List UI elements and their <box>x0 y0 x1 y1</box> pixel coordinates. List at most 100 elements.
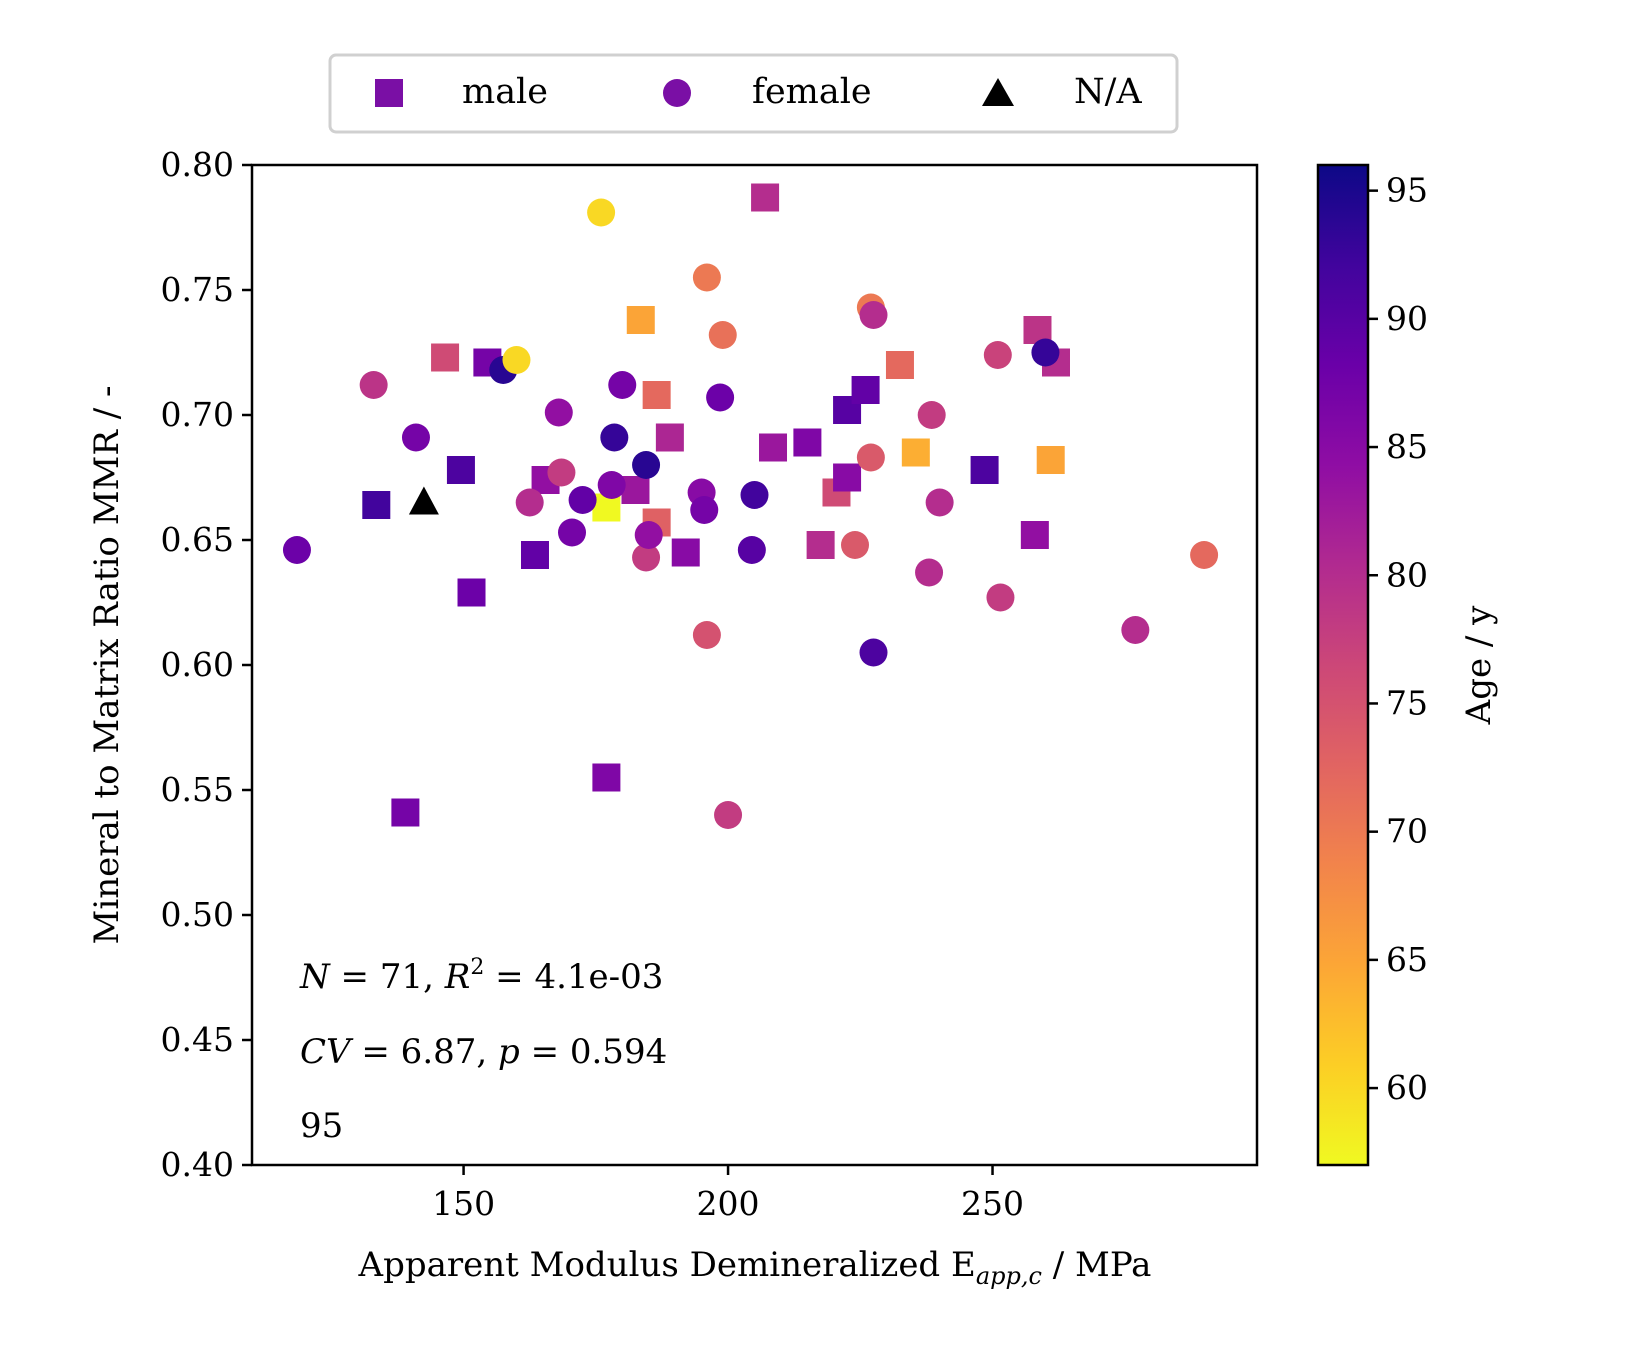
data-point-male <box>457 578 486 607</box>
data-point-female <box>708 321 737 349</box>
data-point-female <box>841 531 869 559</box>
data-point-male <box>446 456 475 484</box>
x-tick-label: 150 <box>432 1184 495 1223</box>
data-point-female <box>915 558 944 587</box>
data-point-female <box>587 198 616 227</box>
x-axis-title: Apparent Modulus Demineralized Eapp,c / … <box>358 1245 1152 1290</box>
annotation-line-3: 95 <box>300 1106 343 1146</box>
colorbar-gradient <box>1316 163 1370 1167</box>
data-point-male <box>970 456 999 484</box>
data-point-female <box>714 801 743 829</box>
data-point-male <box>885 351 914 379</box>
data-point-male <box>431 343 460 372</box>
data-point-female <box>547 458 576 487</box>
data-point-male <box>362 491 391 519</box>
colorbar-tick-label: 60 <box>1386 1068 1428 1107</box>
data-point-male <box>833 463 862 492</box>
data-point-female <box>282 536 311 564</box>
stats-annotation: N = 71, R2 = 4.1e-03 CV = 6.87, p = 0.59… <box>299 955 667 1146</box>
data-point-male <box>671 538 700 567</box>
data-points <box>282 183 1219 829</box>
legend-label-female: female <box>752 72 872 112</box>
y-tick-label: 0.80 <box>161 145 234 184</box>
data-point-female <box>634 521 663 549</box>
y-tick-label: 0.70 <box>161 395 234 434</box>
data-point-female <box>706 383 735 412</box>
data-point-female <box>1190 541 1219 569</box>
data-point-male <box>901 438 930 467</box>
y-axis-title: Mineral to Matrix Ratio MMR / - <box>87 386 127 945</box>
data-point-female <box>544 398 573 427</box>
legend-marker-female <box>663 79 691 107</box>
data-point-male <box>642 381 671 409</box>
data-point-female <box>359 371 388 399</box>
legend-label-male: male <box>462 72 548 112</box>
y-tick-label: 0.50 <box>161 895 234 934</box>
data-point-female <box>917 401 946 429</box>
legend-marker-male <box>375 79 403 107</box>
colorbar-title: Age / y <box>1459 605 1499 726</box>
colorbar-tick-label: 75 <box>1386 683 1428 722</box>
annotation-line-2: CV = 6.87, p = 0.594 <box>300 1032 667 1072</box>
colorbar: 60 65 70 75 80 85 90 95 Age / y <box>1316 163 1499 1167</box>
y-axis: 0.40 0.45 0.50 0.55 0.60 0.65 0.70 0.75 0.80 <box>161 145 252 1184</box>
data-point-male <box>759 433 788 462</box>
colorbar-ticks: 60 65 70 75 80 85 90 95 <box>1368 171 1428 1107</box>
colorbar-tick-label: 95 <box>1386 171 1428 210</box>
y-tick-label: 0.45 <box>161 1020 234 1059</box>
x-tick-label: 250 <box>961 1184 1024 1223</box>
data-point-female <box>859 301 888 329</box>
y-tick-label: 0.55 <box>161 770 234 809</box>
colorbar-tick-label: 80 <box>1386 555 1428 594</box>
data-point-female <box>737 536 766 564</box>
data-point-male <box>851 376 880 404</box>
data-point-male <box>592 763 621 792</box>
legend-label-na: N/A <box>1074 72 1142 112</box>
data-point-male <box>793 428 822 457</box>
colorbar-tick-label: 70 <box>1386 812 1428 851</box>
data-point-male <box>806 531 835 559</box>
data-point-male <box>520 541 549 569</box>
data-point-female <box>986 583 1015 612</box>
y-tick-label: 0.40 <box>161 1145 234 1184</box>
data-point-female <box>740 481 769 509</box>
annotation-line-1: N = 71, R2 = 4.1e-03 <box>299 955 663 997</box>
x-tick-label: 200 <box>697 1184 760 1223</box>
data-point-male <box>655 423 684 452</box>
colorbar-tick-label: 85 <box>1386 427 1428 466</box>
data-point-female <box>925 488 954 517</box>
data-point-male <box>751 183 780 212</box>
data-point-female <box>692 263 721 292</box>
data-point-male <box>626 306 655 334</box>
data-point-male <box>1036 446 1065 474</box>
data-point-female <box>983 341 1012 369</box>
data-point-female <box>608 371 637 399</box>
legend-marker-na <box>982 78 1014 106</box>
data-point-female <box>568 486 597 514</box>
legend-frame <box>328 53 1179 134</box>
data-point-female <box>558 518 587 547</box>
data-point-female <box>690 496 719 524</box>
data-point-female <box>515 488 544 517</box>
data-point-male <box>621 476 650 504</box>
y-tick-label: 0.60 <box>161 645 234 684</box>
colorbar-tick-label: 90 <box>1386 299 1428 338</box>
data-point-female <box>502 346 531 374</box>
data-point-female <box>632 451 661 479</box>
data-point-male <box>391 798 420 827</box>
x-axis-title-subscript: app,c <box>976 1262 1042 1290</box>
plot-frame <box>250 163 1259 1167</box>
data-point-female <box>1121 616 1150 644</box>
data-point-female <box>632 543 661 572</box>
data-point-female <box>1031 338 1060 367</box>
y-tick-label: 0.75 <box>161 270 234 309</box>
data-point-male <box>1020 521 1049 549</box>
data-point-female <box>859 638 888 667</box>
data-point-female <box>597 471 626 499</box>
x-axis: 150 200 250 <box>432 1165 1024 1223</box>
data-point-female <box>856 443 885 472</box>
data-point-na <box>408 486 439 515</box>
data-point-female <box>401 423 430 452</box>
